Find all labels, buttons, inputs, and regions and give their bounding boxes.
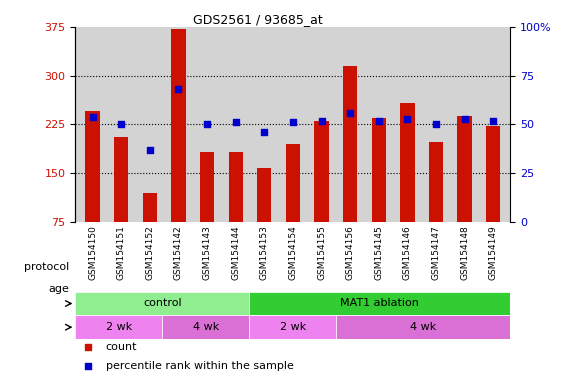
Text: GSM154145: GSM154145 (374, 225, 383, 280)
Text: 4 wk: 4 wk (410, 322, 437, 332)
Bar (486, 126, 501, 222)
Bar (75, 292, 249, 315)
Text: GSM154142: GSM154142 (174, 225, 183, 280)
Text: GSM154149: GSM154149 (489, 225, 498, 280)
Point (288, 119, 298, 126)
Point (317, 118, 326, 124)
Text: count: count (106, 343, 137, 353)
Text: GSM154144: GSM154144 (231, 225, 240, 280)
Point (117, 121, 126, 127)
Point (145, 147, 154, 153)
Text: 2 wk: 2 wk (280, 322, 306, 332)
Text: GSM154150: GSM154150 (88, 225, 97, 280)
Point (346, 110, 355, 116)
Point (231, 119, 240, 126)
Bar (200, 152, 214, 222)
Point (460, 116, 469, 122)
Text: age: age (49, 284, 70, 294)
Text: GSM154151: GSM154151 (117, 225, 126, 280)
Text: GSM154148: GSM154148 (460, 225, 469, 280)
Bar (229, 152, 243, 222)
Text: GSM154143: GSM154143 (202, 225, 212, 280)
Text: 2 wk: 2 wk (106, 322, 132, 332)
Bar (429, 142, 443, 222)
Bar (162, 315, 249, 339)
Bar (249, 315, 336, 339)
Text: GSM154155: GSM154155 (317, 225, 326, 280)
Bar (257, 168, 271, 222)
Point (260, 129, 269, 135)
Bar (343, 66, 357, 222)
Title: GDS2561 / 93685_at: GDS2561 / 93685_at (193, 13, 323, 26)
Bar (171, 29, 186, 222)
Text: percentile rank within the sample: percentile rank within the sample (106, 361, 293, 371)
Bar (286, 144, 300, 222)
Bar (372, 118, 386, 222)
Text: GSM154153: GSM154153 (260, 225, 269, 280)
Bar (400, 103, 415, 222)
Bar (458, 116, 472, 222)
Point (374, 118, 383, 124)
Text: control: control (143, 298, 182, 308)
Point (202, 121, 212, 127)
Point (407, 292, 416, 298)
Text: GSM154146: GSM154146 (403, 225, 412, 280)
Point (403, 116, 412, 122)
Bar (143, 193, 157, 222)
Text: 4 wk: 4 wk (193, 322, 219, 332)
Bar (114, 137, 128, 222)
Text: GSM154152: GSM154152 (146, 225, 154, 280)
Point (88, 114, 97, 120)
Text: GSM154154: GSM154154 (288, 225, 298, 280)
Point (407, 125, 416, 131)
Bar (336, 315, 510, 339)
Text: GSM154147: GSM154147 (432, 225, 440, 280)
Bar (75, 315, 162, 339)
Point (488, 118, 498, 124)
Point (432, 121, 441, 127)
Text: protocol: protocol (24, 262, 70, 272)
Text: MAT1 ablation: MAT1 ablation (340, 298, 419, 308)
Bar (314, 121, 329, 222)
Point (174, 86, 183, 93)
Text: GSM154156: GSM154156 (346, 225, 354, 280)
Bar (249, 292, 510, 315)
Bar (85, 111, 100, 222)
